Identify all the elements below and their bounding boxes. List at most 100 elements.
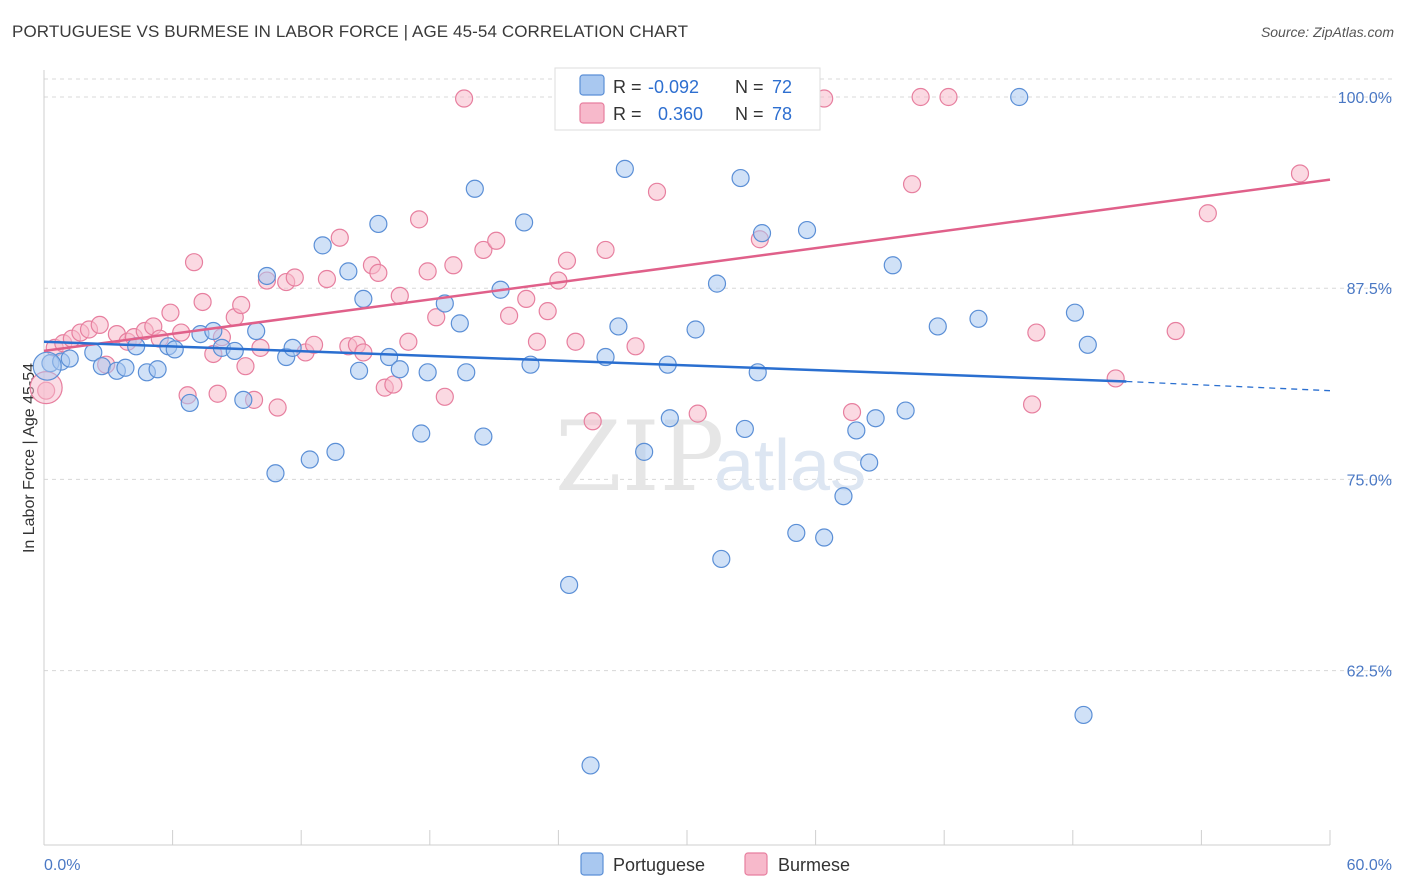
burmese-point [647,182,667,201]
portuguese-point [834,487,853,506]
legend-r-value-burmese: 0.360 [658,104,703,124]
portuguese-point [116,358,135,377]
portuguese-point [204,321,223,341]
portuguese-point [234,390,253,409]
portuguese-point [860,453,879,472]
portuguese-point [752,224,772,243]
burmese-point [90,315,109,335]
portuguese-point [866,409,885,428]
portuguese-point [847,421,866,440]
burmese-point [236,357,255,376]
portuguese-point [735,419,754,439]
portuguese-point [896,401,915,420]
burmese-point [427,308,446,327]
portuguese-point [883,256,902,275]
burmese-point [939,87,958,107]
portuguese-point [748,363,767,382]
burmese-point [184,253,204,272]
portuguese-point [465,179,484,198]
portuguese-point [686,320,705,339]
portuguese-point [787,523,806,543]
portuguese-point [354,289,373,309]
portuguese-point [1078,335,1097,354]
portuguese-point [257,266,277,286]
burmese-point [193,292,212,312]
burmese-point [566,332,585,351]
burmese-point [161,303,180,322]
portuguese-point [418,363,437,382]
legend-r-label-burmese: R = [613,104,642,124]
y-tick-label: 75.0% [1347,472,1392,489]
burmese-point [317,269,337,289]
portuguese-point [247,321,266,341]
portuguese-legend-swatch [579,74,605,96]
legend-burmese-label: Burmese [778,855,850,875]
burmese-point [384,375,403,394]
burmese-point [418,262,437,281]
burmese-point [232,295,251,315]
portuguese-point [379,347,399,367]
portuguese-point [266,464,285,483]
legend-n-label-portuguese: N = [735,77,764,97]
legend-n-label-burmese: N = [735,104,764,124]
portuguese-point [1010,87,1029,107]
legend-n-value-burmese: 78 [772,104,792,124]
portuguese-point [390,360,409,379]
burmese-point [1022,395,1042,414]
portuguese-trend-line [43,340,1127,383]
portuguese-point [148,360,167,379]
chart-title: PORTUGUESE VS BURMESE IN LABOR FORCE | A… [12,22,689,41]
burmese-point [1166,321,1185,341]
portuguese-point [60,349,79,368]
portuguese-point [412,424,431,443]
burmese-point [527,332,547,351]
legend-burmese-swatch [744,852,768,876]
burmese-point [1198,204,1217,223]
burmese-point [842,402,862,422]
burmese-point [285,268,304,287]
portuguese-point [731,168,750,188]
burmese-point [688,404,707,423]
burmese-point [454,89,474,108]
portuguese-point [581,756,600,775]
portuguese-point [1074,705,1093,725]
burmese-point [596,240,615,260]
portuguese-point [635,442,654,461]
portuguese-point [707,274,727,293]
burmese-point [208,384,227,403]
legend-r-label-portuguese: R = [613,77,642,97]
legend-r-value-portuguese: -0.092 [648,77,699,97]
burmese-trend-line [43,178,1331,353]
y-tick-labels: 62.5% 75.0% 87.5% 100.0% [1338,90,1392,681]
portuguese-point [660,409,679,428]
portuguese-point [450,314,469,333]
portuguese-point [474,427,493,446]
portuguese-point [225,341,244,361]
x-axis-ticks [43,830,1331,845]
portuguese-point [165,340,184,359]
portuguese-point [32,351,62,381]
portuguese-trend-extension [1126,380,1331,392]
burmese-point [268,398,287,417]
portuguese-points [32,87,1097,775]
portuguese-point [615,159,634,178]
portuguese-point [928,317,947,336]
burmese-point [517,289,536,309]
y-tick-label: 62.5% [1347,664,1392,681]
legend-n-value-portuguese: 72 [772,77,792,97]
burmese-point [538,302,557,321]
y-axis-label: In Labor Force | Age 45-54 [21,363,38,553]
burmese-point [409,210,429,229]
burmese-point [474,240,493,260]
portuguese-point [515,213,534,232]
legend-portuguese-swatch [580,852,604,876]
burmese-points [29,87,1310,431]
portuguese-point [369,214,388,234]
burmese-legend-swatch [579,102,605,124]
portuguese-point [92,357,111,376]
burmese-point [626,337,645,356]
x-tick-label-min: 0.0% [44,857,80,874]
burmese-point [330,228,349,247]
portuguese-point [797,220,817,240]
